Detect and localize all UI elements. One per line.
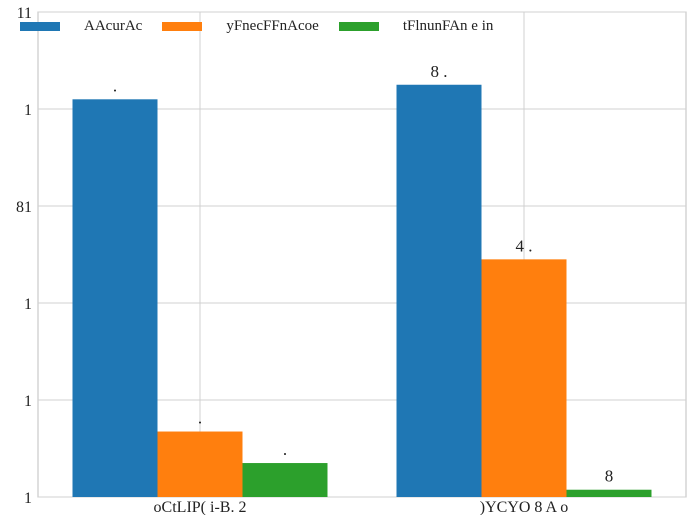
bar [396, 84, 482, 497]
x-axis-ticks: oCtLIP( i-B. 2 )YCYO 8 A o [154, 499, 569, 515]
bars [72, 84, 652, 498]
legend-swatch-series-3 [338, 22, 379, 31]
bar [157, 431, 243, 497]
y-tick-label: 1 [24, 490, 32, 507]
x-tick-label: oCtLIP( i-B. 2 [154, 499, 247, 515]
legend: AAcurAc yFnecFFnAcoe tFlnunFAn e in [20, 18, 513, 35]
y-tick-label: 1 [24, 296, 32, 313]
legend-item-series-2: yFnecFFnAcoe [162, 18, 319, 35]
bar-labels: ... 8 . 4 . 8 [113, 62, 613, 486]
bar [566, 489, 652, 497]
legend-swatch-series-1 [20, 22, 60, 31]
bar-value-label: 4 . [516, 236, 533, 255]
bar-value-label: 8 . [431, 62, 448, 81]
legend-item-series-3: tFlnunFAn e in [338, 18, 494, 35]
bar-value-label: 8 [605, 467, 614, 486]
bar [481, 259, 567, 497]
bar-value-label: . [113, 76, 117, 95]
legend-label-series-1: AAcurAc [84, 18, 143, 34]
y-tick-label: 1 [24, 102, 32, 119]
y-tick-label: 81 [16, 199, 32, 216]
legend-swatch-series-2 [162, 22, 203, 31]
x-tick-label: )YCYO 8 A o [480, 499, 568, 515]
bar [72, 99, 158, 498]
legend-label-series-2: yFnecFFnAcoe [226, 18, 319, 34]
bar-value-label: . [283, 440, 287, 459]
legend-item-series-1: AAcurAc [20, 18, 142, 35]
y-tick-label: 11 [17, 5, 32, 22]
legend-label-series-3: tFlnunFAn e in [402, 18, 494, 34]
bar-value-label: . [198, 409, 202, 428]
bar [242, 463, 328, 497]
y-tick-label: 1 [24, 393, 32, 410]
